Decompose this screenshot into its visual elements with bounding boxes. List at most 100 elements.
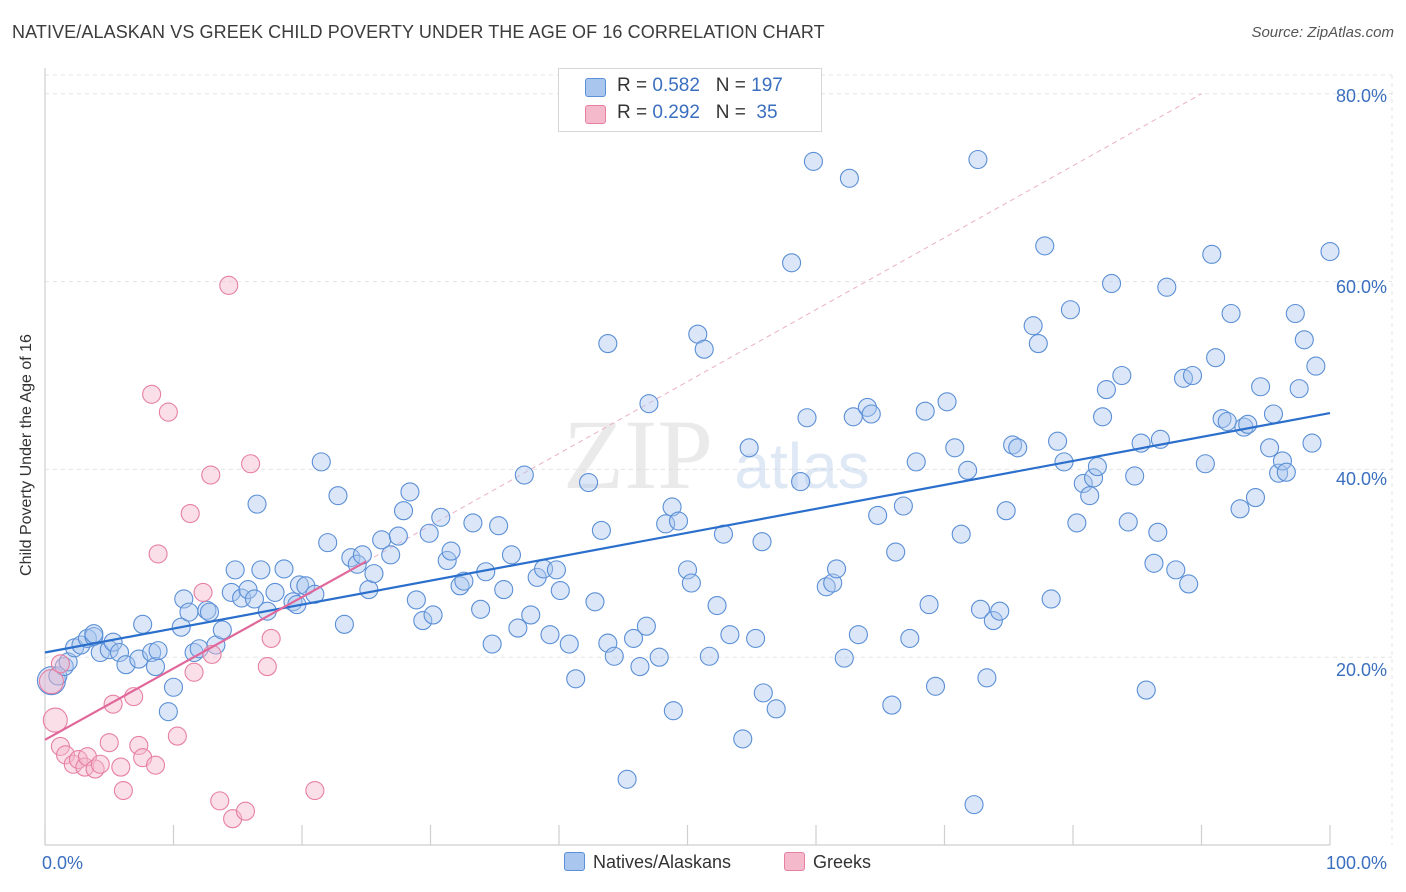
natives-point-186 [1269,463,1289,483]
natives-point-142 [996,501,1016,521]
natives-point-197 [179,602,199,622]
greeks-point-34 [261,628,281,648]
natives-point-63 [463,513,483,533]
natives-point-132 [937,392,957,412]
legend-r-label-greeks: R = [617,102,653,123]
natives-point-152 [1067,513,1087,533]
natives-point-135 [958,460,978,480]
natives-point-140 [983,611,1003,631]
natives-point-131 [925,676,946,696]
natives-point-43 [334,614,354,634]
natives-point-178 [1221,303,1241,324]
natives-point-18 [163,677,184,697]
natives-point-153 [1073,473,1093,494]
legend-row-natives: R = 0.582 N = 197 [559,73,821,100]
bottom-legend-label-natives: Natives/Alaskans [593,852,732,872]
natives-point-104 [733,729,753,749]
natives-point-193 [1306,356,1326,376]
natives-point-28 [225,560,245,580]
legend: R = 0.582 N = 197 R = 0.292 N = 35 [558,68,822,132]
natives-point-17 [158,702,178,722]
natives-point-51 [388,526,408,546]
natives-point-94 [663,701,683,721]
legend-r-value-natives: 0.582 [652,75,700,96]
natives-point-130 [919,595,939,615]
natives-point-67 [489,516,509,536]
greeks-point-14 [113,780,133,801]
natives-point-66 [482,634,502,654]
greeks-point-29 [219,275,239,295]
natives-point-159 [1102,273,1122,294]
natives-point-101 [707,595,727,616]
natives-point-111 [791,472,811,492]
natives-point-79 [566,669,586,689]
bottom-legend-natives: Natives/Alaskans [564,852,731,873]
legend-swatch-greeks [585,105,606,124]
natives-point-184 [1260,438,1280,458]
natives-point-124 [882,695,902,715]
natives-point-134 [951,524,971,544]
natives-point-179 [1230,499,1250,519]
natives-point-72 [521,605,541,625]
natives-point-112 [797,408,817,428]
natives-point-27 [221,582,241,602]
legend-r-label-natives: R = [617,75,653,96]
natives-point-146 [1028,334,1048,354]
natives-point-133 [945,438,965,458]
greeks-point-32 [241,454,261,474]
natives-point-69 [501,545,522,565]
natives-point-120 [848,625,868,645]
bottom-legend-swatch-natives [564,852,585,871]
natives-point-187 [1272,451,1293,471]
greeks-point-13 [111,757,131,777]
natives-point-183 [1251,377,1271,397]
greeks-trend-line [44,560,367,741]
natives-point-93 [662,497,682,517]
natives-point-59 [437,550,457,571]
natives-point-75 [540,625,560,645]
x-tick-label-min: 0.0% [42,853,84,873]
watermark-zip: ZIP [563,399,713,510]
natives-point-58 [431,507,451,527]
natives-point-35 [274,559,294,579]
bottom-legend-swatch-greeks [784,852,805,871]
natives-point-89 [636,616,656,636]
bottom-legend-label-greeks: Greeks [813,852,872,872]
bottom-legend-greeks: Greeks [784,852,871,873]
natives-point-26 [212,620,232,640]
greeks-point-31 [235,801,256,821]
natives-point-64 [471,599,491,619]
y-tick-label-40: 40.0% [1336,469,1388,489]
natives-point-128 [906,452,926,472]
legend-row-greeks: R = 0.292 N = 35 [559,100,821,127]
natives-point-137 [968,149,988,170]
greeks-point-25 [193,582,213,602]
natives-point-192 [1302,433,1322,453]
natives-point-166 [1148,522,1168,542]
natives-point-127 [900,628,920,648]
natives-point-113 [803,151,823,171]
axes [44,68,1331,846]
legend-text-greeks: R = 0.292 N = 35 [617,102,778,124]
natives-point-143 [1003,435,1023,455]
greeks-point-24 [184,662,204,682]
natives-point-90 [639,394,659,414]
natives-point-60 [441,541,461,561]
natives-point-177 [1217,411,1237,432]
natives-point-171 [1179,574,1199,594]
natives-point-80 [579,472,599,493]
natives-point-129 [915,401,935,421]
natives-point-31 [247,494,267,514]
natives-point-161 [1118,512,1138,532]
natives-point-139 [977,668,997,688]
natives-point-126 [893,496,913,516]
natives-point-123 [868,505,888,525]
natives-point-76 [546,560,566,580]
natives-point-144 [1008,438,1028,458]
greeks-point-28 [210,791,230,811]
natives-point-158 [1096,380,1116,400]
natives-point-83 [598,334,618,354]
natives-point-172 [1182,365,1203,386]
natives-point-196 [148,641,168,661]
